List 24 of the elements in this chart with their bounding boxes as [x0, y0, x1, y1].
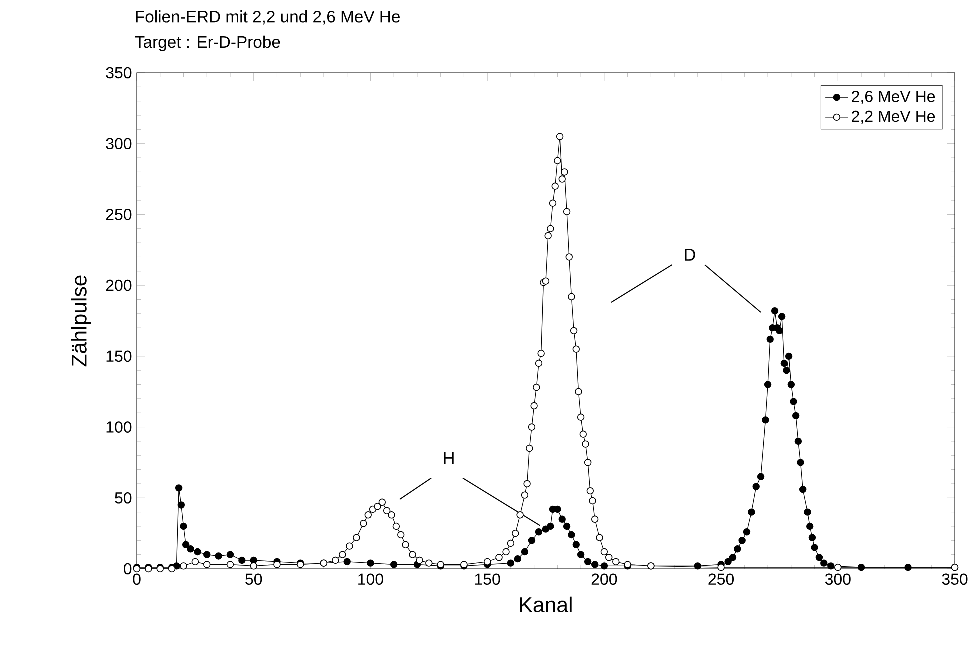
y-tick-label: 350	[106, 67, 132, 79]
y-tick-label: 0	[124, 563, 132, 575]
x-tick-label: 350	[942, 574, 968, 586]
x-tick-label: 0	[133, 574, 141, 586]
y-tick-label: 100	[106, 422, 132, 433]
annotation: D	[685, 249, 696, 261]
legend-label: 2,2 MeV He	[852, 110, 936, 124]
y-tick-label: 250	[106, 209, 132, 220]
x-tick-label: 100	[358, 574, 384, 586]
y-tick-label: 200	[106, 280, 132, 292]
legend-label: 2,6 MeV He	[852, 91, 936, 104]
x-axis-title: Kanal	[520, 596, 572, 613]
chart-subtitle: Target : Er-D-Probe	[135, 36, 280, 52]
x-tick-label: 250	[708, 574, 734, 586]
y-tick-label: 150	[106, 350, 132, 362]
x-tick-label: 200	[592, 574, 618, 586]
x-tick-label: 150	[475, 574, 500, 586]
y-tick-label: 50	[115, 492, 132, 504]
x-tick-label: 300	[825, 574, 851, 586]
chart-title: Folien-ERD mit 2,2 und 2,6 MeV He	[136, 10, 400, 25]
annotation: H	[444, 452, 454, 464]
x-tick-label: 50	[246, 574, 262, 586]
y-axis-title: Zählpulse	[71, 276, 92, 367]
y-tick-label: 300	[106, 138, 132, 150]
